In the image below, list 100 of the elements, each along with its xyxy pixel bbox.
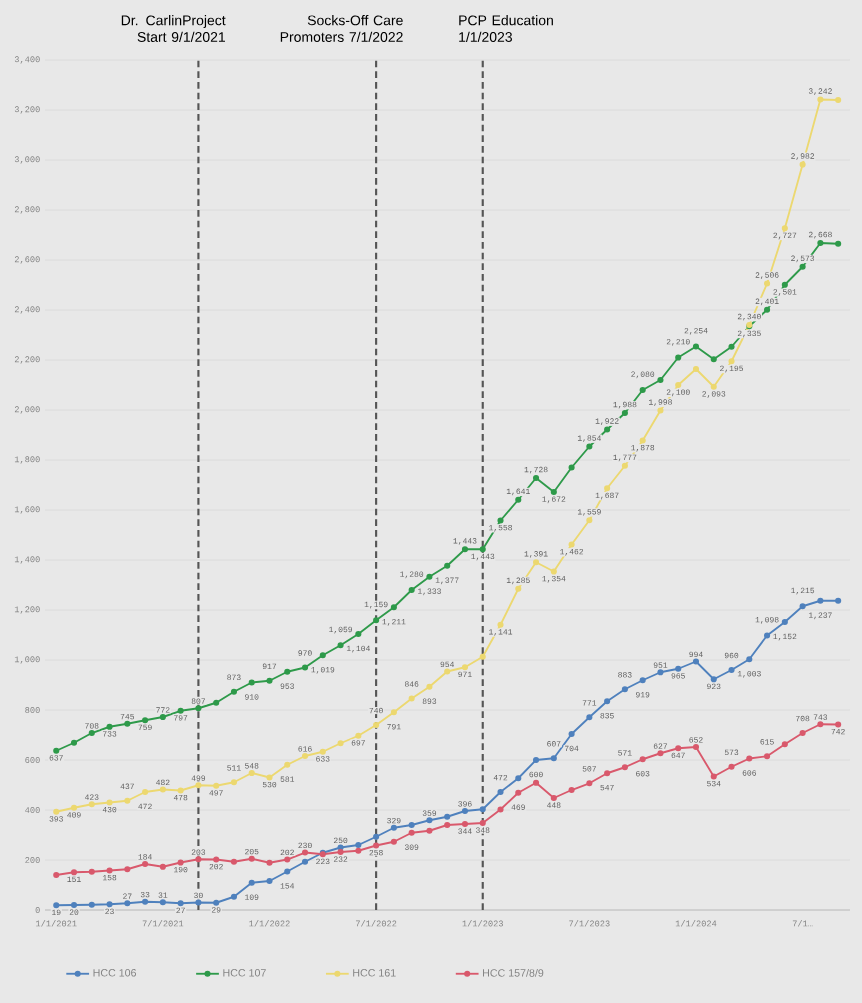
point <box>497 517 504 524</box>
point <box>604 485 611 492</box>
point <box>373 721 380 729</box>
point <box>764 280 771 287</box>
data-label: 652 <box>689 737 703 743</box>
data-label: 396 <box>458 801 472 807</box>
point <box>266 877 273 885</box>
data-label: 2,506 <box>755 272 779 280</box>
point <box>764 753 771 760</box>
data-label: 1,059 <box>329 626 353 634</box>
data-label: 109 <box>245 894 259 900</box>
point <box>319 652 326 659</box>
point <box>710 383 717 390</box>
data-label: 472 <box>138 803 152 810</box>
point <box>70 869 78 876</box>
data-label: 607 <box>547 741 561 747</box>
point <box>266 774 273 781</box>
point <box>248 879 255 886</box>
point <box>515 496 522 503</box>
data-label: 2,254 <box>684 328 708 335</box>
point <box>550 755 557 762</box>
data-label: 1,687 <box>595 492 619 500</box>
data-label: 548 <box>245 763 259 769</box>
point <box>532 559 540 566</box>
data-label: 637 <box>49 755 63 761</box>
point <box>390 604 397 611</box>
point <box>799 603 806 610</box>
data-label: 202 <box>280 849 294 856</box>
point <box>710 356 717 363</box>
point <box>781 225 788 232</box>
y-tick-label: 2,400 <box>14 306 40 314</box>
point <box>319 748 326 755</box>
point <box>70 804 78 811</box>
point <box>284 761 291 768</box>
point <box>604 770 611 777</box>
point <box>568 541 575 548</box>
data-label: 329 <box>387 817 401 824</box>
data-label: 309 <box>404 844 419 850</box>
data-label: 184 <box>138 854 152 860</box>
point <box>426 683 433 690</box>
data-label: 633 <box>316 756 330 762</box>
point <box>248 855 255 862</box>
point <box>479 653 486 660</box>
data-label: 616 <box>298 746 312 752</box>
data-label: 507 <box>582 766 596 772</box>
y-tick-label: 1,400 <box>14 556 40 564</box>
point <box>408 695 415 702</box>
data-label: 965 <box>671 673 685 679</box>
point <box>461 807 469 815</box>
data-label: 708 <box>85 723 99 729</box>
data-label: 923 <box>707 683 721 690</box>
point <box>639 386 646 394</box>
data-label: 2,501 <box>773 289 797 296</box>
point <box>301 849 309 856</box>
data-label: 1,998 <box>649 399 672 407</box>
point <box>230 688 238 695</box>
data-label: 1,443 <box>453 538 477 545</box>
data-label: 1,152 <box>773 633 797 641</box>
point <box>835 96 842 104</box>
data-label: 230 <box>298 842 312 849</box>
y-tick-label: 2,800 <box>14 206 40 214</box>
point <box>177 900 184 907</box>
point <box>373 617 380 624</box>
data-label: 742 <box>831 728 845 735</box>
point <box>692 743 700 751</box>
x-tick-label: 7/1/2023 <box>569 920 610 927</box>
point <box>408 821 415 829</box>
data-label: 154 <box>280 883 295 889</box>
point <box>710 676 717 683</box>
data-label: 893 <box>422 698 437 704</box>
data-label: 745 <box>120 714 135 720</box>
point <box>177 787 184 794</box>
data-label: 1,558 <box>489 524 512 532</box>
data-label: 190 <box>174 866 188 873</box>
point <box>213 856 220 863</box>
y-tick-label: 1,000 <box>14 656 40 664</box>
point <box>781 741 788 748</box>
data-label: 1,377 <box>435 577 459 585</box>
y-tick-label: 1,600 <box>14 506 40 514</box>
point <box>728 358 735 365</box>
point <box>301 752 309 760</box>
data-label: 600 <box>529 771 543 778</box>
y-tick-label: 2,200 <box>14 356 40 364</box>
point <box>124 900 131 907</box>
data-label: 344 <box>458 828 472 834</box>
data-label: 497 <box>209 790 223 796</box>
data-label: 1,354 <box>542 575 566 583</box>
data-label: 1,098 <box>755 617 779 624</box>
point <box>70 739 78 746</box>
point <box>728 763 735 770</box>
legend-label: HCC 107 <box>223 969 266 977</box>
point <box>621 462 628 469</box>
y-tick-label: 2,000 <box>14 406 40 414</box>
x-tick-label: 7/1/2021 <box>142 920 184 927</box>
x-tick-label: 1/1/2021 <box>36 920 77 927</box>
point <box>70 901 78 909</box>
point <box>195 856 202 863</box>
data-label: 472 <box>493 774 508 781</box>
point <box>213 899 220 906</box>
point <box>515 789 522 796</box>
